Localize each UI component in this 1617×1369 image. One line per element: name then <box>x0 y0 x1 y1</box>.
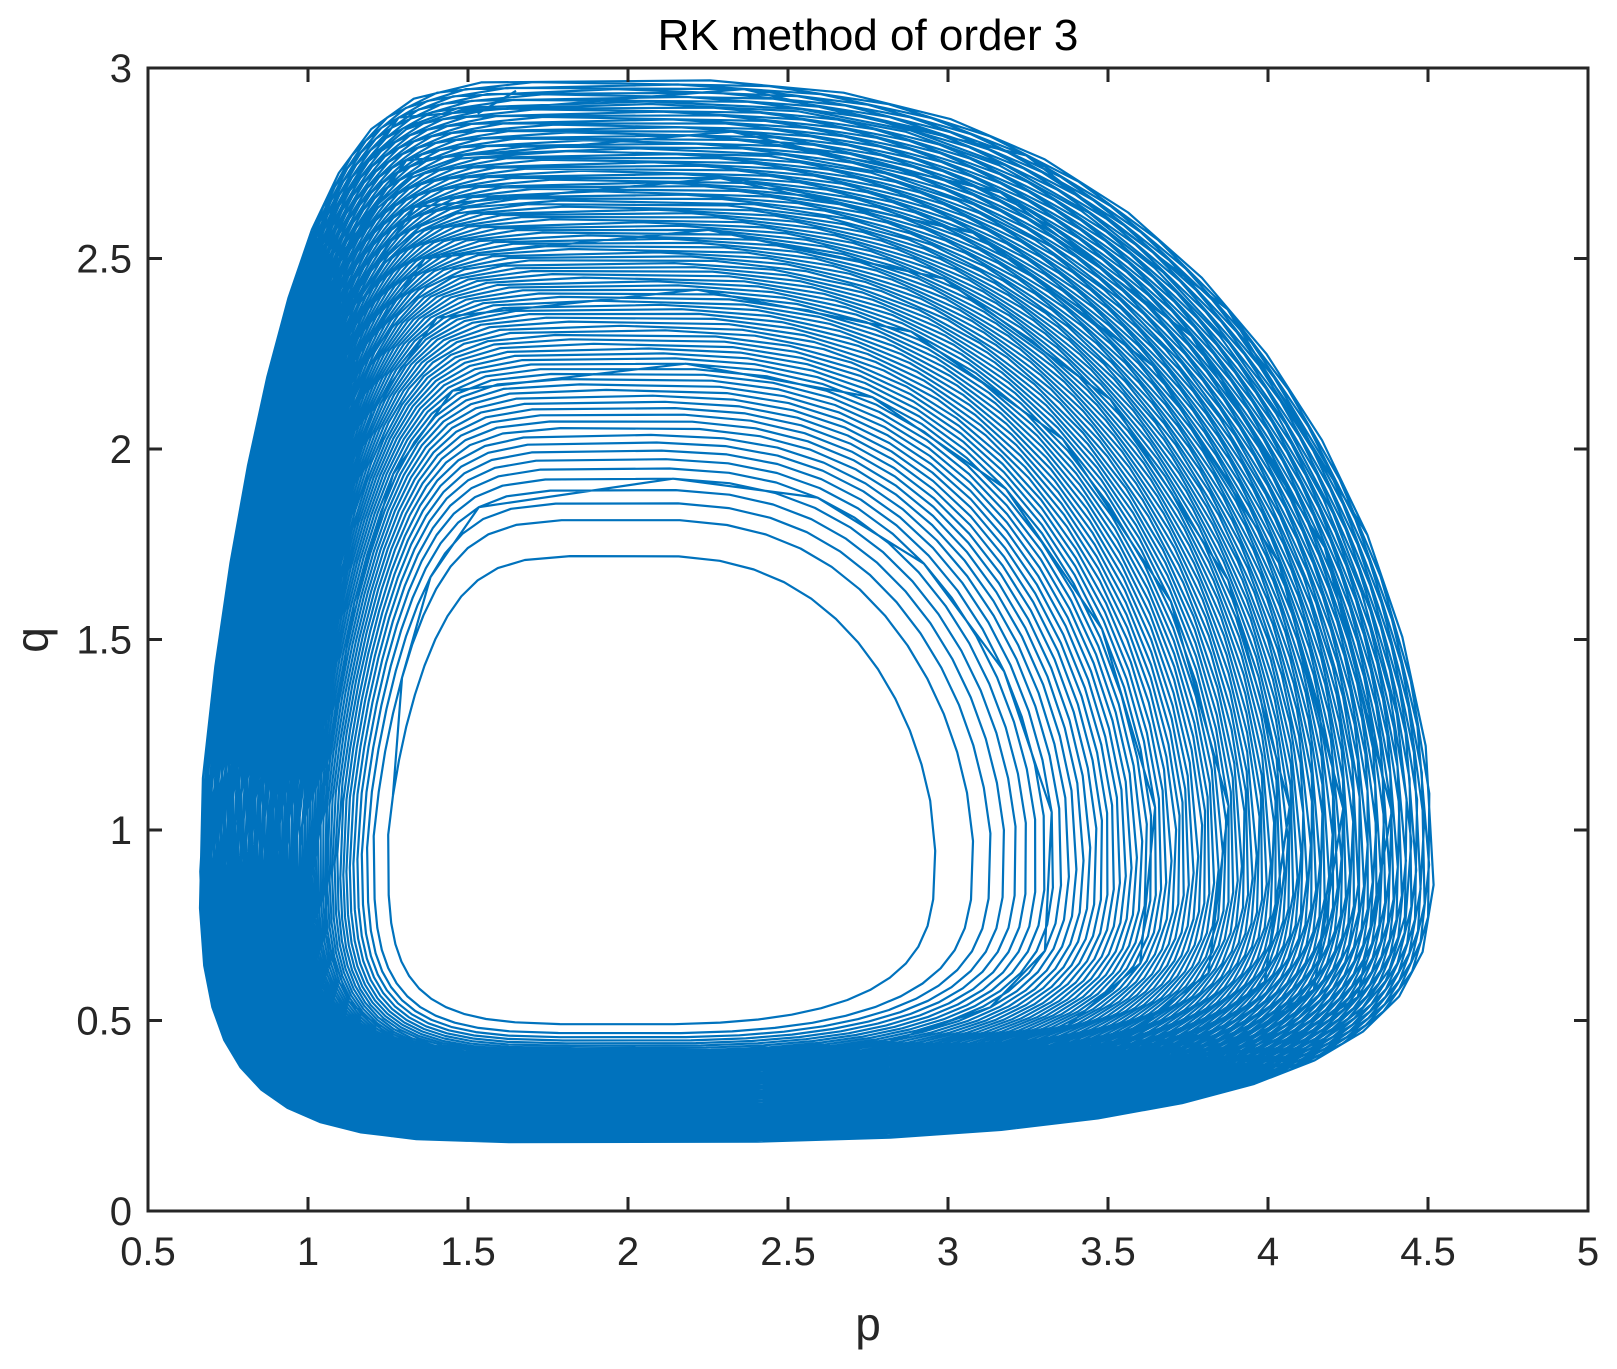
x-axis-label: p <box>855 1298 881 1350</box>
trajectory-start <box>477 89 517 115</box>
x-tick-label: 2.5 <box>760 1230 816 1274</box>
y-tick-label: 0 <box>110 1190 132 1234</box>
y-tick-label: 3 <box>110 47 132 91</box>
y-tick-label: 1 <box>110 809 132 853</box>
x-tick-label: 2 <box>617 1230 639 1274</box>
x-tick-label: 3.5 <box>1080 1230 1136 1274</box>
x-tick-label: 1.5 <box>440 1230 496 1274</box>
y-tick-label: 1.5 <box>76 619 132 663</box>
axis-ticks <box>146 66 1590 1213</box>
x-tick-label: 3 <box>937 1230 959 1274</box>
x-tick-label: 5 <box>1577 1230 1599 1274</box>
trajectory-line <box>198 79 1435 1144</box>
x-tick-label: 4 <box>1257 1230 1279 1274</box>
x-tick-label: 0.5 <box>120 1230 176 1274</box>
trajectory-series <box>198 79 1435 1144</box>
y-tick-label: 2 <box>110 428 132 472</box>
x-tick-label: 4.5 <box>1400 1230 1456 1274</box>
y-tick-label: 2.5 <box>76 238 132 282</box>
y-tick-label: 0.5 <box>76 1000 132 1044</box>
chart-title: RK method of order 3 <box>658 11 1079 60</box>
y-axis-label: q <box>6 627 58 653</box>
tick-labels: 0.5 1 1.5 2 2.5 3 3.5 4 4.5 500.511.522.53 <box>76 47 1599 1274</box>
x-tick-label: 1 <box>297 1230 319 1274</box>
